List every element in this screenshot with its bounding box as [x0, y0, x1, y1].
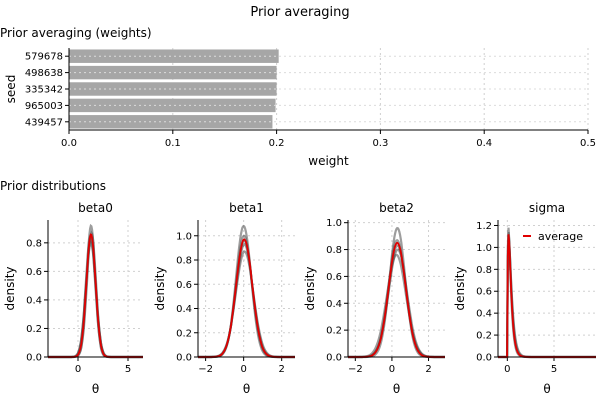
- y-tick-label: 579678: [25, 52, 63, 63]
- bar: [69, 82, 277, 96]
- prior-distributions-section-title: Prior distributions: [0, 179, 106, 193]
- y-axis-label: density: [453, 267, 467, 311]
- bar: [69, 49, 279, 63]
- y-tick-label: 0.4: [476, 309, 492, 320]
- bar: [69, 98, 276, 113]
- draw-density-line: [198, 239, 295, 359]
- draw-density-line: [348, 253, 445, 359]
- x-axis-label: weight: [308, 154, 349, 168]
- x-tick-label: 0: [504, 364, 510, 375]
- x-tick-label: 0: [240, 364, 246, 375]
- y-tick-label: 0.8: [176, 256, 192, 267]
- y-axis-label: density: [303, 267, 317, 311]
- y-tick-label: 1.2: [476, 221, 492, 232]
- y-tick-label: 1.0: [326, 218, 342, 229]
- y-tick-label: 0.4: [326, 299, 342, 310]
- x-tick-label: −2: [348, 364, 363, 375]
- y-tick-label: 1.0: [476, 243, 492, 254]
- y-tick-label: 0.6: [176, 280, 192, 291]
- draw-density-line: [348, 248, 445, 359]
- draw-density-line: [348, 238, 445, 359]
- y-tick-label: 0.6: [476, 287, 492, 298]
- bar: [69, 65, 277, 80]
- x-tick-label: 0.4: [476, 138, 492, 149]
- x-tick-label: −2: [198, 364, 213, 375]
- panel-title: sigma: [529, 201, 565, 215]
- x-tick-label: 2: [425, 364, 431, 375]
- y-tick-label: 0.2: [326, 326, 342, 337]
- weights-section-title: Prior averaging (weights): [0, 26, 152, 40]
- y-tick-label: 965003: [25, 101, 63, 112]
- y-tick-label: 0.0: [26, 353, 42, 364]
- y-tick-label: 498638: [25, 68, 63, 79]
- y-tick-label: 0.4: [26, 295, 42, 306]
- x-axis-label: θ: [243, 382, 250, 396]
- draw-density-line: [498, 241, 596, 359]
- y-axis-label: density: [153, 267, 167, 311]
- x-axis-label: θ: [543, 382, 550, 396]
- draw-density-line: [198, 250, 295, 359]
- weights-bar-chart: 579678 498638 335342 965003 439457 0.0 0.1 0.2 0…: [4, 48, 596, 168]
- draw-density-line: [198, 242, 295, 359]
- density-panel-beta1: −2 0 2 0.0 0.2 0.4 0.6 0.8 1.0 beta1 θ density: [153, 201, 295, 396]
- prior-density-charts: 0 5 0.0 0.2 0.4 0.6 0.8 beta0 θ density −2 0 2 0.0 0.2…: [3, 201, 596, 396]
- y-tick-label: 0.8: [326, 245, 342, 256]
- x-axis-label: θ: [393, 382, 400, 396]
- y-tick-label: 0.0: [476, 353, 492, 364]
- y-axis-label: seed: [4, 75, 18, 104]
- average-density-line: [348, 241, 445, 358]
- y-axis-label: density: [3, 267, 17, 311]
- y-tick-label: 0.4: [176, 304, 192, 315]
- y-tick-label: 0.0: [176, 353, 192, 364]
- x-tick-label: 0.3: [372, 138, 388, 149]
- x-tick-label: 0: [75, 364, 81, 375]
- y-tick-label: 0.2: [176, 328, 192, 339]
- x-tick-label: 0: [389, 364, 395, 375]
- y-tick-label: 0.2: [26, 324, 42, 335]
- y-tick-label: 0.0: [326, 353, 342, 364]
- x-tick-label: 0.2: [269, 138, 285, 149]
- x-tick-label: 5: [125, 364, 131, 375]
- y-tick-label: 0.6: [26, 267, 42, 278]
- x-tick-label: 0.1: [165, 138, 181, 149]
- density-panel-beta2: −2 0 2 0.0 0.2 0.4 0.6 0.8 1.0 beta2 θ density: [303, 201, 445, 396]
- y-tick-label: 0.6: [326, 272, 342, 283]
- y-tick-label: 0.8: [476, 265, 492, 276]
- x-tick-label: 0.0: [61, 138, 77, 149]
- figure-title: Prior averaging: [250, 5, 349, 20]
- density-panel-sigma: 0 5 0.0 0.2 0.4 0.6 0.8 1.0 1.2 sigma θ density aver…: [453, 201, 596, 396]
- y-tick-label: 0.2: [476, 331, 492, 342]
- y-tick-label: 439457: [25, 117, 63, 128]
- x-tick-label: 0.5: [580, 138, 596, 149]
- x-axis-label: θ: [92, 382, 99, 396]
- panel-title: beta0: [78, 201, 113, 215]
- y-tick-label: 0.8: [26, 238, 42, 249]
- density-panel-beta0: 0 5 0.0 0.2 0.4 0.6 0.8 beta0 θ density: [3, 201, 143, 396]
- legend-label-average: average: [538, 230, 583, 243]
- draw-density-line: [348, 244, 445, 359]
- panel-title: beta1: [229, 201, 264, 215]
- y-tick-label: 335342: [25, 85, 63, 96]
- y-tick-label: 1.0: [176, 231, 192, 242]
- x-tick-label: 5: [551, 364, 557, 375]
- x-tick-label: 2: [278, 364, 284, 375]
- panel-title: beta2: [379, 201, 414, 215]
